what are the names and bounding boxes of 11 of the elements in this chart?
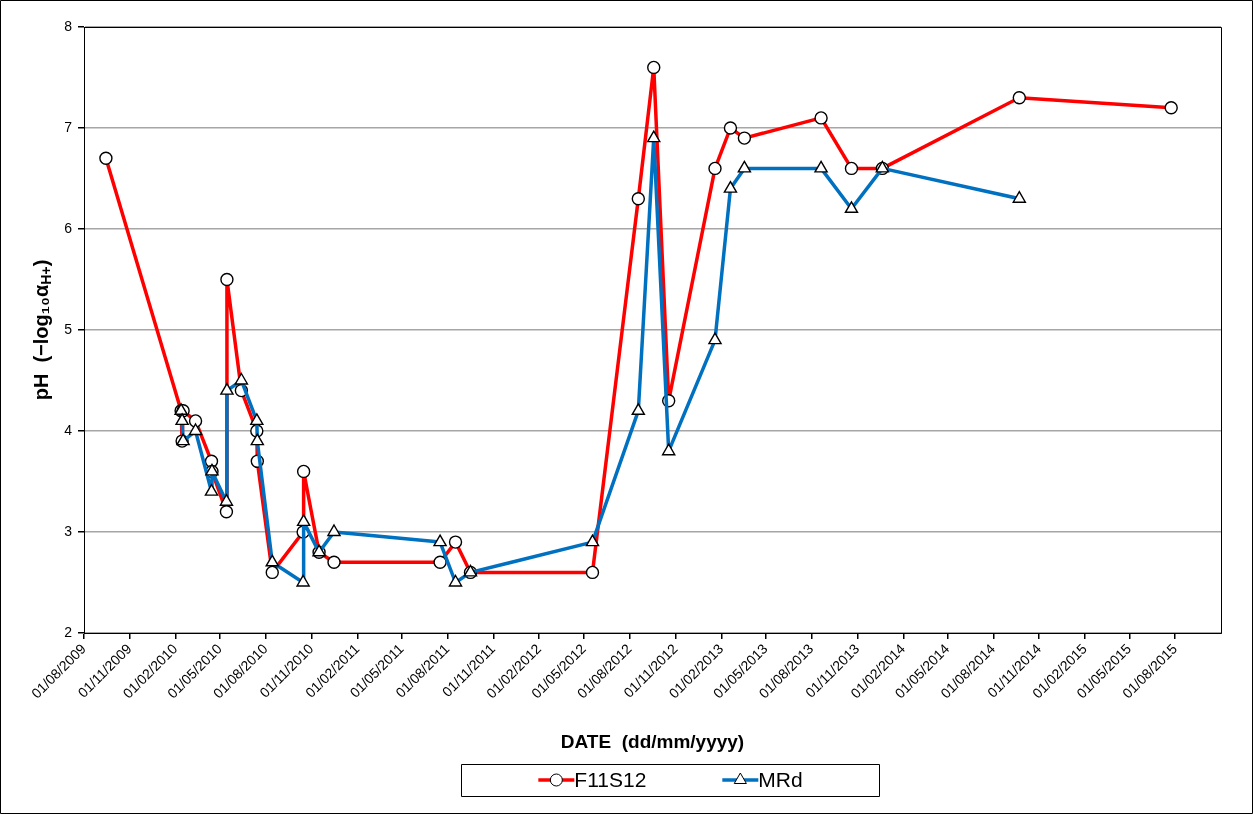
y-tick-label: 3 [64,522,73,539]
y-tick-label: 4 [64,421,73,438]
y-tick-label: 6 [64,219,73,236]
y-tick-label: 5 [64,320,73,337]
x-axis-title: DATE (dd/mm/yyyy) [560,730,745,752]
y-tick-label: 8 [64,17,73,34]
legend-label: MRd [758,767,803,791]
y-tick-label: 2 [64,623,73,640]
legend-label: F11S12 [574,767,647,791]
y-tick-label: 7 [64,118,73,135]
y-axis-title: pH (−log₁₀αH+) [29,259,54,401]
